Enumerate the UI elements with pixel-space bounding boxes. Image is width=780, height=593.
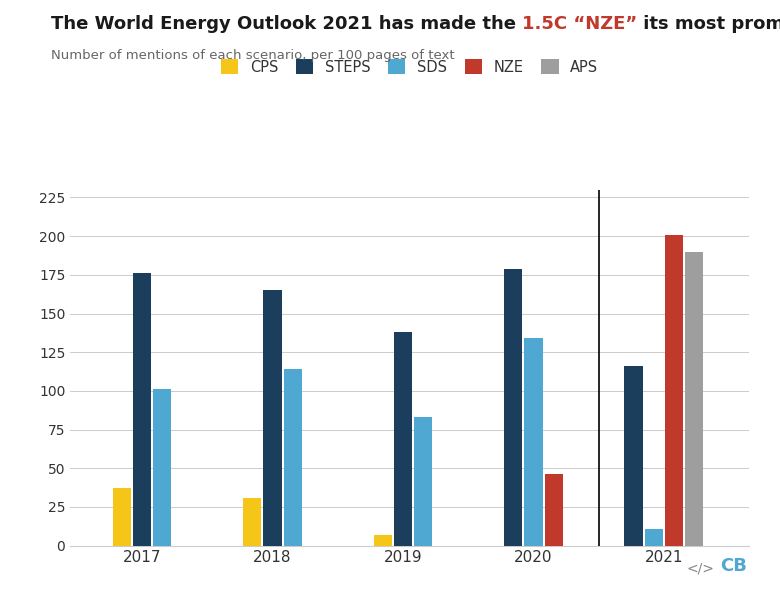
Text: its most prominent scenario: its most prominent scenario <box>637 15 780 33</box>
Bar <box>264 291 282 546</box>
Bar <box>133 273 151 546</box>
Bar <box>153 390 172 546</box>
Text: 1.5C “NZE”: 1.5C “NZE” <box>522 15 637 33</box>
Bar <box>243 498 261 546</box>
Bar <box>394 332 412 546</box>
Text: </>: </> <box>686 561 714 575</box>
Bar <box>504 269 523 546</box>
Bar <box>544 474 563 546</box>
Legend: CPS, STEPS, SDS, NZE, APS: CPS, STEPS, SDS, NZE, APS <box>216 55 603 79</box>
Bar <box>645 528 663 546</box>
Bar <box>374 535 392 546</box>
Bar <box>284 369 302 546</box>
Text: The World Energy Outlook 2021 has made the: The World Energy Outlook 2021 has made t… <box>51 15 522 33</box>
Text: Number of mentions of each scenario, per 100 pages of text: Number of mentions of each scenario, per… <box>51 49 454 62</box>
Bar <box>665 235 683 546</box>
Bar <box>414 417 432 546</box>
Bar <box>685 251 704 546</box>
Text: CB: CB <box>721 557 747 575</box>
Bar <box>112 488 131 546</box>
Bar <box>625 366 643 546</box>
Bar <box>524 338 543 546</box>
